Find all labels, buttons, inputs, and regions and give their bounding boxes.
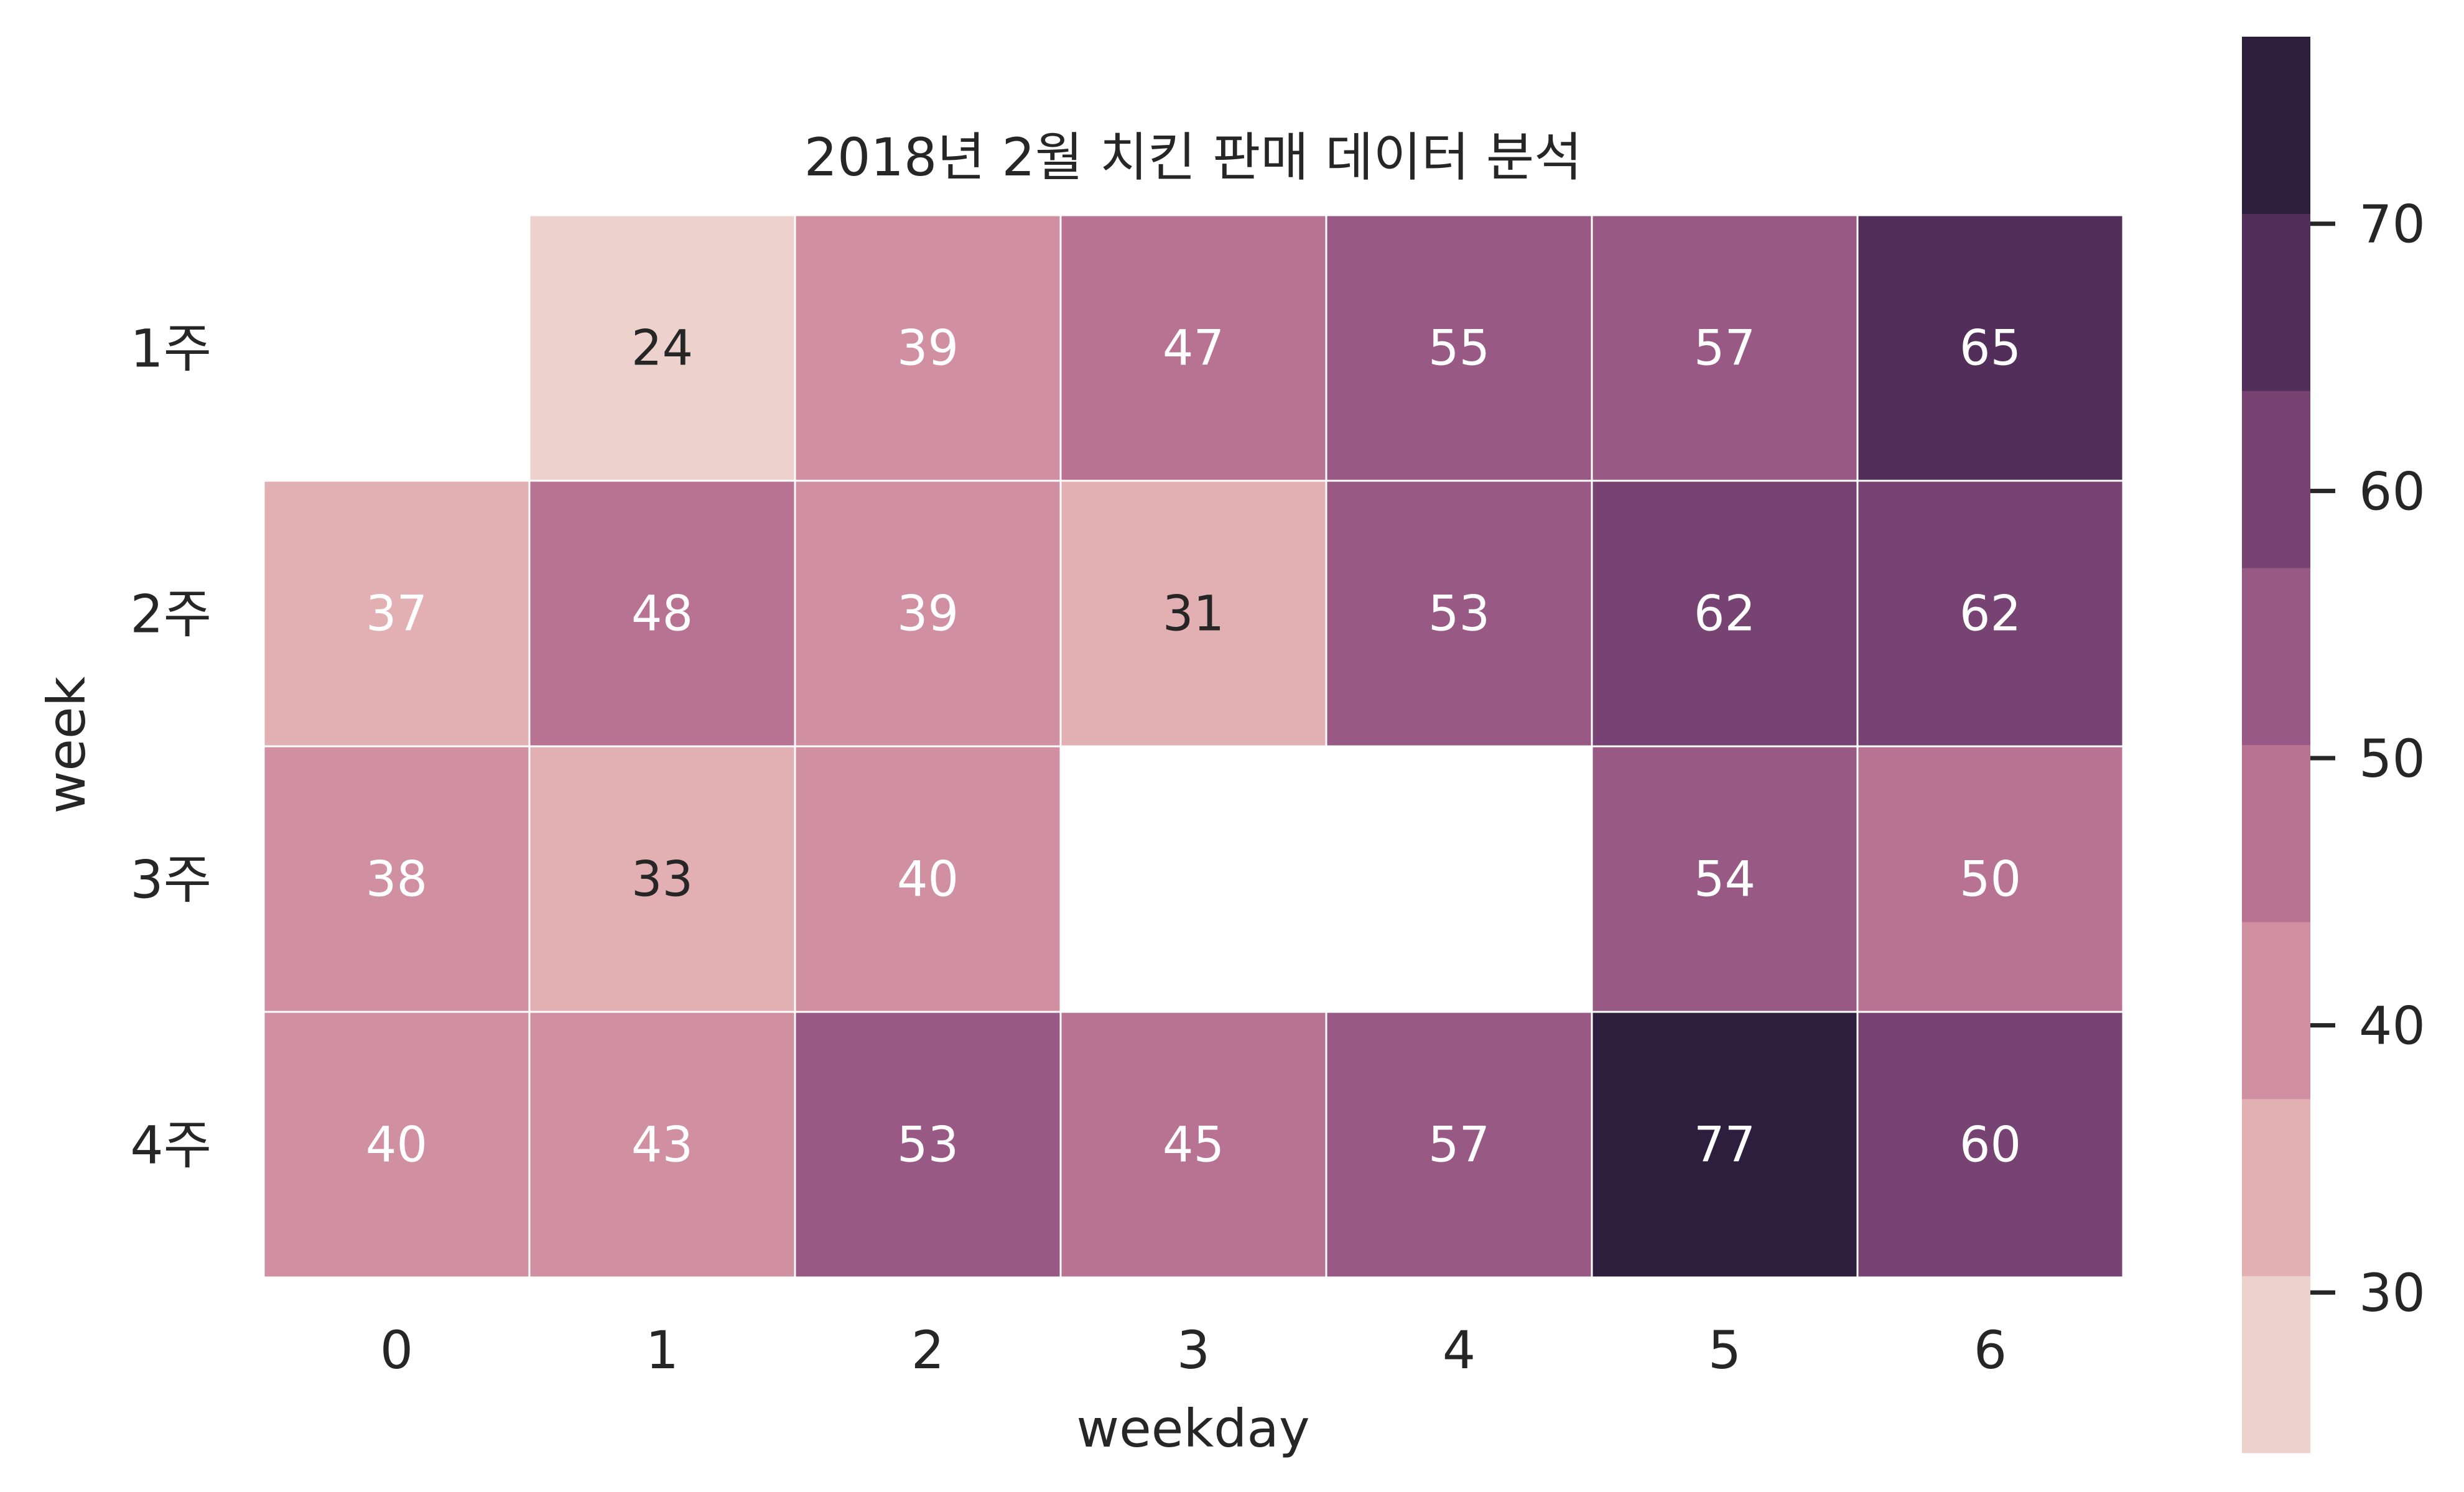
- cell-value-label: 40: [366, 1118, 427, 1174]
- heatmap-cell-w2-d1: [528, 480, 796, 748]
- heatmap-cell-w3-d6: [1856, 745, 2124, 1013]
- colorbar-band: [2242, 922, 2310, 1100]
- colorbar-band: [2242, 567, 2310, 745]
- heatmap-cell-w1-d5: [1591, 214, 1859, 482]
- colorbar: 30 40 50 60 70: [2242, 37, 2425, 1453]
- heatmap-cell-w2-d5: [1591, 480, 1859, 748]
- cell-value-label: 57: [1694, 321, 1755, 377]
- colorbar-tick-label: 50: [2359, 728, 2425, 789]
- y-axis-label: week: [36, 676, 97, 813]
- cell-value-label: 55: [1428, 321, 1490, 377]
- x-axis-label: weekday: [1076, 1398, 1309, 1459]
- y-tick-label: 1주: [130, 318, 212, 379]
- cell-value-label: 37: [366, 586, 427, 642]
- cell-value-label: 65: [1960, 321, 2021, 377]
- cell-value-label: 50: [1960, 852, 2021, 908]
- x-tick-label: 0: [380, 1320, 413, 1381]
- chart-title: 2018년 2월 치킨 판매 데이터 분석: [804, 127, 1583, 188]
- cell-value-label: 54: [1694, 852, 1755, 908]
- heatmap-cell-w1-d4: [1325, 214, 1593, 482]
- x-tick-label: 1: [646, 1320, 679, 1381]
- y-axis-ticks: 1주 2주 3주 4주: [130, 318, 212, 1176]
- heatmap-cell-w4-d2: [794, 1011, 1062, 1279]
- colorbar-band: [2242, 1276, 2310, 1453]
- heatmap-cell-w4-d4: [1325, 1011, 1593, 1279]
- x-tick-label: 2: [911, 1320, 944, 1381]
- cell-value-label: 38: [366, 852, 427, 908]
- y-tick-label: 2주: [130, 584, 212, 645]
- cell-value-label: 60: [1960, 1118, 2021, 1174]
- cell-value-label: 31: [1163, 586, 1224, 642]
- heatmap-cell-w4-d1: [528, 1011, 796, 1279]
- cell-value-label: 53: [1428, 586, 1490, 642]
- cell-value-label: 24: [631, 321, 693, 377]
- cell-value-label: 77: [1694, 1118, 1755, 1174]
- y-tick-label: 4주: [130, 1115, 212, 1176]
- colorbar-tick-label: 30: [2359, 1263, 2425, 1323]
- x-tick-label: 4: [1443, 1320, 1476, 1381]
- cell-value-label: 48: [631, 586, 693, 642]
- heatmap-cell-w3-d2: [794, 745, 1062, 1013]
- heatmap-cell-w2-d6: [1856, 480, 2124, 748]
- colorbar-tick-label: 70: [2359, 194, 2425, 255]
- cell-value-label: 53: [897, 1118, 959, 1174]
- heatmap-cell-w1-d2: [794, 214, 1062, 482]
- cell-value-label: 43: [631, 1118, 693, 1174]
- y-tick-label: 3주: [130, 850, 212, 910]
- cell-value-label: 62: [1694, 586, 1755, 642]
- cell-value-label: 47: [1163, 321, 1224, 377]
- cell-value-label: 57: [1428, 1118, 1490, 1174]
- heatmap-cell-w4-d6: [1856, 1011, 2124, 1279]
- heatmap-cell-w1-d3: [1059, 214, 1327, 482]
- heatmap-cell-w2-d3: [1059, 480, 1327, 748]
- heatmap-cell-w3-d1: [528, 745, 796, 1013]
- colorbar-band: [2242, 1098, 2310, 1276]
- heatmap-cell-w1-d1: [528, 214, 796, 482]
- x-tick-label: 3: [1177, 1320, 1210, 1381]
- cell-value-label: 40: [897, 852, 959, 908]
- cell-value-label: 39: [897, 586, 959, 642]
- heatmap-cell-w4-d0: [263, 1011, 531, 1279]
- cell-value-label: 39: [897, 321, 959, 377]
- heatmap-cell-w1-d6: [1856, 214, 2124, 482]
- x-tick-label: 5: [1708, 1320, 1741, 1381]
- colorbar-band: [2242, 37, 2310, 215]
- colorbar-tick-label: 60: [2359, 461, 2425, 522]
- heatmap-cell-w3-d5: [1591, 745, 1859, 1013]
- cell-value-label: 62: [1960, 586, 2021, 642]
- colorbar-tick-label: 40: [2359, 996, 2425, 1057]
- x-tick-label: 6: [1974, 1320, 2007, 1381]
- colorbar-band: [2242, 744, 2310, 922]
- colorbar-band: [2242, 213, 2310, 391]
- cell-value-label: 33: [631, 852, 693, 908]
- x-axis-ticks: 0 1 2 3 4 5 6: [380, 1320, 2007, 1381]
- colorbar-band: [2242, 391, 2310, 568]
- heatmap-cell-w4-d3: [1059, 1011, 1327, 1279]
- cell-value-label: 45: [1163, 1118, 1224, 1174]
- heatmap-cell-w3-d0: [263, 745, 531, 1013]
- heatmap-cells: 24 39 47 55 57 65 37 48 39 31 53 62 62 38 33 40 54 50 40 43…: [263, 214, 2124, 1279]
